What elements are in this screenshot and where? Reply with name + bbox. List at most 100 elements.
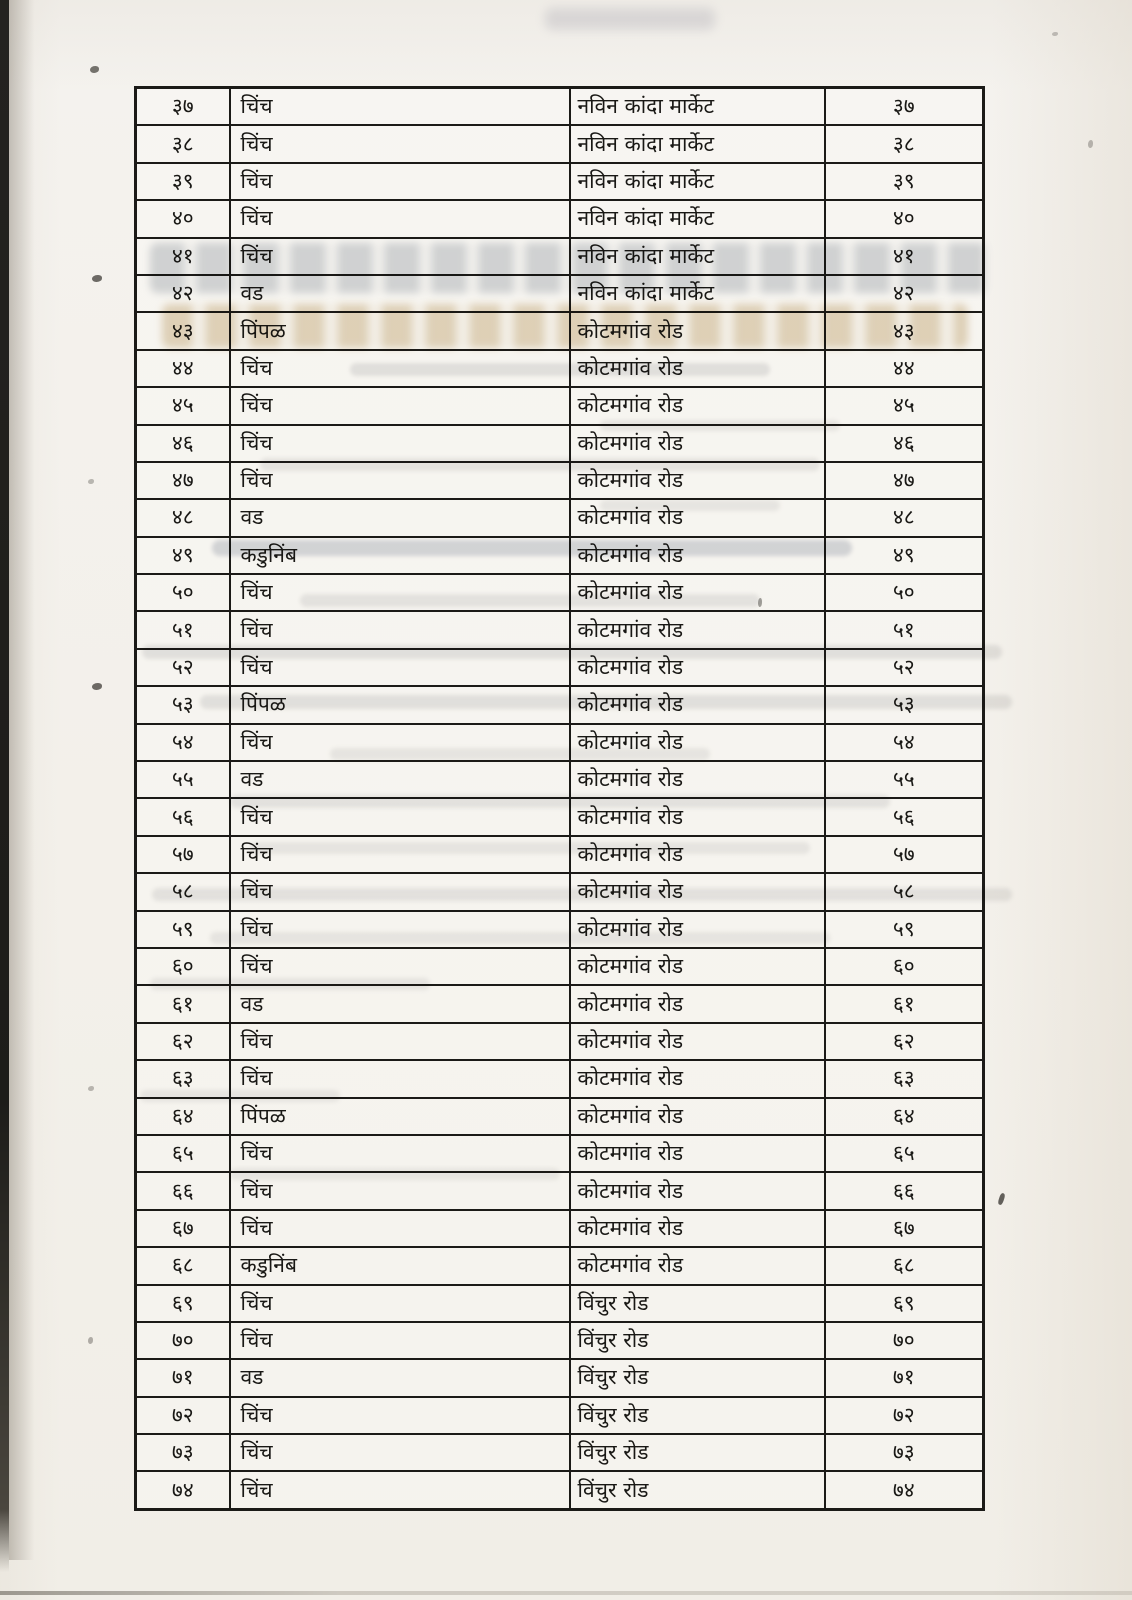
tree-name-cell: कडुनिंब xyxy=(228,1246,571,1286)
location-cell: कोटमगांव रोड xyxy=(568,535,826,576)
tree-name-cell: चिंच xyxy=(228,1021,571,1062)
serial-repeat-cell: ४४ xyxy=(823,348,985,389)
location-cell: कोटमगांव रोड xyxy=(568,1171,826,1211)
scan-speck xyxy=(90,66,99,73)
table-row: ४० चिंच नविन कांदा मार्केट ४० xyxy=(134,199,985,239)
tree-name-cell: चिंच xyxy=(228,460,571,501)
serial-cell: ३७ xyxy=(134,86,231,127)
serial-repeat-cell: ५२ xyxy=(823,647,985,688)
serial-cell: ३८ xyxy=(134,124,231,164)
serial-repeat-cell: ५४ xyxy=(823,722,985,763)
serial-cell: ४८ xyxy=(134,498,231,538)
table-row: ६३ चिंच कोटमगांव रोड ६३ xyxy=(134,1059,985,1099)
serial-cell: ४४ xyxy=(134,348,231,389)
tree-name-cell: चिंच xyxy=(228,1433,571,1473)
scan-speck xyxy=(1052,32,1058,36)
table-row: ६४ पिंपळ कोटमगांव रोड ६४ xyxy=(134,1096,985,1136)
serial-cell: ४६ xyxy=(134,423,231,463)
tree-table-body: ३७ चिंच नविन कांदा मार्केट ३७ ३८ चिंच नविन कां… xyxy=(134,86,985,1511)
location-cell: विंचुर रोड xyxy=(568,1395,826,1436)
serial-cell: ५३ xyxy=(134,685,231,725)
tree-name-cell: चिंच xyxy=(228,1059,571,1099)
tree-name-cell: चिंच xyxy=(228,86,571,127)
location-cell: कोटमगांव रोड xyxy=(568,1133,826,1174)
ghost-smudge xyxy=(545,8,715,30)
serial-repeat-cell: ७२ xyxy=(823,1395,985,1436)
serial-repeat-cell: ६१ xyxy=(823,984,985,1024)
serial-repeat-cell: ७३ xyxy=(823,1433,985,1473)
serial-cell: ५९ xyxy=(134,909,231,949)
tree-name-cell: चिंच xyxy=(228,573,571,613)
location-cell: नविन कांदा मार्केट xyxy=(568,236,826,276)
location-cell: कोटमगांव रोड xyxy=(568,460,826,501)
serial-repeat-cell: ४० xyxy=(823,199,985,239)
table-row: ५० चिंच कोटमगांव रोड ५० xyxy=(134,573,985,613)
scan-speck xyxy=(997,1192,1006,1206)
serial-repeat-cell: ४२ xyxy=(823,273,985,314)
serial-cell: ४२ xyxy=(134,273,231,314)
tree-name-cell: वड xyxy=(228,498,571,538)
tree-name-cell: चिंच xyxy=(228,1133,571,1174)
tree-name-cell: चिंच xyxy=(228,872,571,912)
table-row: ७१ वड विंचुर रोड ७१ xyxy=(134,1358,985,1398)
serial-repeat-cell: ७४ xyxy=(823,1470,985,1511)
table-row: ३९ चिंच नविन कांदा मार्केट ३९ xyxy=(134,161,985,202)
tree-name-cell: चिंच xyxy=(228,348,571,389)
serial-cell: ४३ xyxy=(134,311,231,351)
table-row: ५१ चिंच कोटमगांव रोड ५१ xyxy=(134,610,985,650)
page-left-edge xyxy=(0,0,9,1572)
tree-name-cell: पिंपळ xyxy=(228,1096,571,1136)
serial-cell: ५० xyxy=(134,573,231,613)
table-row: ४६ चिंच कोटमगांव रोड ४६ xyxy=(134,423,985,463)
table-row: ७४ चिंच विंचुर रोड ७४ xyxy=(134,1470,985,1511)
table-row: ६१ वड कोटमगांव रोड ६१ xyxy=(134,984,985,1024)
location-cell: कोटमगांव रोड xyxy=(568,760,826,800)
serial-repeat-cell: ६० xyxy=(823,946,985,987)
location-cell: कोटमगांव रोड xyxy=(568,610,826,650)
serial-cell: ७२ xyxy=(134,1395,231,1436)
table-row: ६२ चिंच कोटमगांव रोड ६२ xyxy=(134,1021,985,1062)
tree-name-cell: चिंच xyxy=(228,1208,571,1249)
location-cell: नविन कांदा मार्केट xyxy=(568,199,826,239)
table-row: ६७ चिंच कोटमगांव रोड ६७ xyxy=(134,1208,985,1249)
tree-name-cell: चिंच xyxy=(228,386,571,426)
tree-name-cell: चिंच xyxy=(228,722,571,763)
serial-repeat-cell: ३८ xyxy=(823,124,985,164)
scan-speck xyxy=(88,1086,94,1091)
serial-repeat-cell: ५० xyxy=(823,573,985,613)
serial-repeat-cell: ६४ xyxy=(823,1096,985,1136)
location-cell: कोटमगांव रोड xyxy=(568,872,826,912)
location-cell: नविन कांदा मार्केट xyxy=(568,124,826,164)
serial-repeat-cell: ७१ xyxy=(823,1358,985,1398)
table-row: ५७ चिंच कोटमगांव रोड ५७ xyxy=(134,834,985,875)
location-cell: कोटमगांव रोड xyxy=(568,573,826,613)
table-row: ३८ चिंच नविन कांदा मार्केट ३८ xyxy=(134,124,985,164)
tree-name-cell: चिंच xyxy=(228,161,571,202)
serial-cell: ६३ xyxy=(134,1059,231,1099)
scan-speck xyxy=(758,598,762,607)
tree-name-cell: चिंच xyxy=(228,946,571,987)
serial-cell: ६९ xyxy=(134,1283,231,1323)
table-row: ७३ चिंच विंचुर रोड ७३ xyxy=(134,1433,985,1473)
serial-repeat-cell: ४८ xyxy=(823,498,985,538)
tree-name-cell: चिंच xyxy=(228,1395,571,1436)
table-row: ४३ पिंपळ कोटमगांव रोड ४३ xyxy=(134,311,985,351)
serial-cell: ७४ xyxy=(134,1470,231,1511)
serial-repeat-cell: ६६ xyxy=(823,1171,985,1211)
serial-repeat-cell: ४६ xyxy=(823,423,985,463)
table-row: ३७ चिंच नविन कांदा मार्केट ३७ xyxy=(134,86,985,127)
serial-repeat-cell: ५५ xyxy=(823,760,985,800)
tree-survey-table: ३७ चिंच नविन कांदा मार्केट ३७ ३८ चिंच नविन कां… xyxy=(134,86,985,1511)
location-cell: कोटमगांव रोड xyxy=(568,834,826,875)
location-cell: कोटमगांव रोड xyxy=(568,647,826,688)
serial-cell: ४७ xyxy=(134,460,231,501)
location-cell: कोटमगांव रोड xyxy=(568,797,826,837)
serial-repeat-cell: ४५ xyxy=(823,386,985,426)
serial-repeat-cell: ५८ xyxy=(823,872,985,912)
serial-cell: ६० xyxy=(134,946,231,987)
serial-repeat-cell: ५१ xyxy=(823,610,985,650)
tree-name-cell: चिंच xyxy=(228,1171,571,1211)
location-cell: कोटमगांव रोड xyxy=(568,946,826,987)
tree-name-cell: पिंपळ xyxy=(228,311,571,351)
table-row: ४७ चिंच कोटमगांव रोड ४७ xyxy=(134,460,985,501)
